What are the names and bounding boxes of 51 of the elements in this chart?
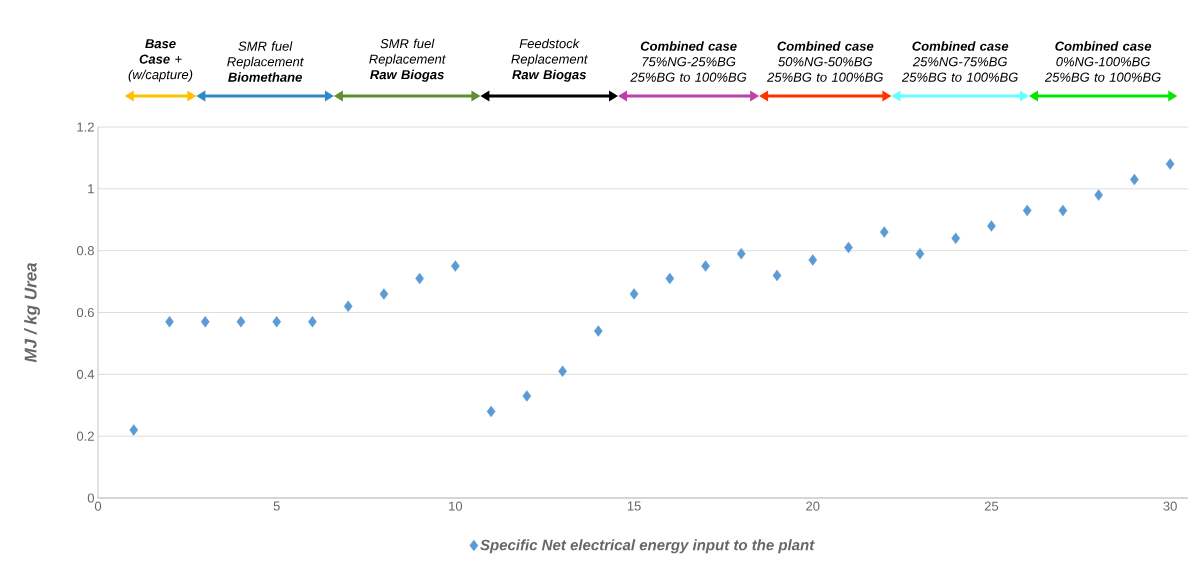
x-tick-label: 15 [627,501,641,511]
point [629,288,639,300]
point [200,316,210,328]
y-tick-label: 0 [87,493,94,503]
y-tick-label: 0.4 [76,369,95,379]
text: Combined case 75%NG-25%BG 25%BG to 100%BG [630,41,747,82]
x-tick-label: 20 [806,501,820,511]
text: Combined case 50%NG-50%BG 25%BG to 100%BG [767,41,883,82]
y-tick-label: 0.6 [76,307,94,318]
point [451,260,460,272]
point [1058,204,1068,217]
point [987,220,996,232]
point [308,316,317,328]
point [594,325,603,337]
text: SMR fuel Replacement Biomethane [227,41,304,82]
legend-label: Specific Net electrical energy input to the plant [480,539,815,554]
point [772,269,782,282]
y-tick-label: 0.8 [76,246,94,256]
y-tick-label: 0.2 [76,431,94,441]
text: SMR fuel Replacement Raw Biogas [369,38,446,82]
x-tick-label: 0 [94,501,102,511]
point [165,316,174,328]
point [1165,158,1175,170]
point [1022,204,1032,217]
text: Combined case 25%NG-75%BG 25%BG to 100%BG [901,41,1018,82]
point [808,254,818,266]
point [879,226,889,238]
x-tick-label: 10 [449,501,463,511]
point [129,424,139,436]
point [736,248,746,260]
x-tick-label: 25 [984,501,999,511]
point [486,405,496,418]
point [1094,189,1103,201]
y-axis-title: MJ / kg Urea [24,262,40,363]
text: Base Case + (w/capture) [128,39,193,82]
point [665,272,675,285]
text: Combined case 0%NG-100%BG 25%BG to 100%BG [1044,41,1161,82]
point [558,365,567,377]
point [951,232,961,244]
point [236,316,246,328]
text: Feedstock Replacement Raw Biogas [511,38,588,82]
x-tick-label: 5 [273,501,280,511]
y-tick-label: 1 [88,184,94,194]
y-tick-label: 1.2 [77,122,94,132]
point [915,248,925,260]
point [522,390,532,402]
x-tick-label: 30 [1163,501,1177,511]
point [343,300,353,313]
point [272,316,282,328]
point [379,288,389,300]
point [701,260,710,272]
